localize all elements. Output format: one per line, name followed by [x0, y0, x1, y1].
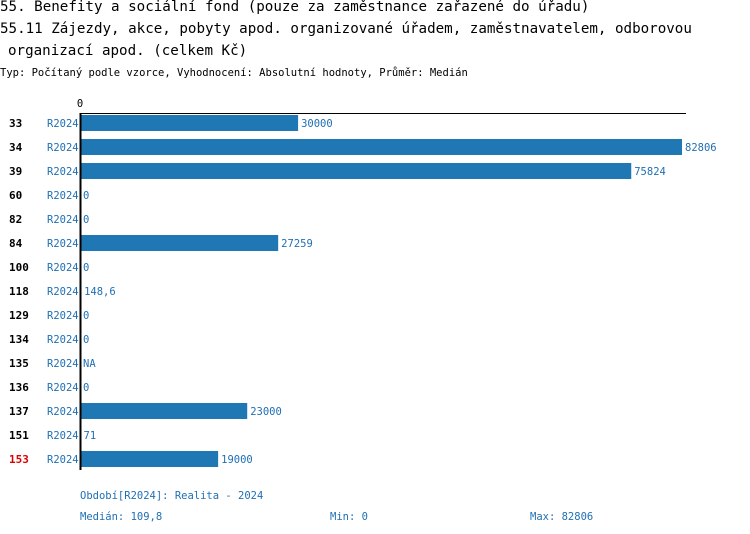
series-label: R2024	[47, 310, 79, 322]
data-label: 30000	[301, 118, 333, 130]
series-label: R2024	[47, 238, 79, 250]
bar	[80, 451, 219, 467]
data-label: NA	[83, 358, 96, 370]
series-label: R2024	[47, 358, 79, 370]
category-label: 84	[9, 237, 23, 250]
bar	[80, 115, 299, 131]
series-label: R2024	[47, 190, 79, 202]
data-label: 19000	[221, 454, 253, 466]
data-label: 82806	[685, 142, 717, 154]
category-label: 153	[9, 453, 29, 466]
series-label: R2024	[47, 454, 79, 466]
series-label: R2024	[47, 166, 79, 178]
category-label: 60	[9, 189, 22, 202]
series-label: R2024	[47, 118, 79, 130]
data-label: 0	[83, 310, 89, 322]
period-label: Období[R2024]: Realita - 2024	[80, 490, 264, 502]
max-stat: Max: 82806	[530, 511, 594, 523]
data-label: 0	[83, 190, 89, 202]
category-label: 33	[9, 117, 22, 130]
data-label: 0	[83, 214, 89, 226]
category-label: 82	[9, 213, 22, 226]
chart-subtitle: Typ: Počítaný podle vzorce, Vyhodnocení:…	[0, 67, 468, 79]
data-label: 0	[83, 334, 89, 346]
series-label: R2024	[47, 214, 79, 226]
bar	[80, 235, 279, 251]
bar	[80, 403, 248, 419]
category-label: 137	[9, 405, 29, 418]
median-stat: Medián: 109,8	[80, 511, 163, 523]
bar	[80, 139, 682, 155]
category-label: 135	[9, 357, 29, 370]
category-label: 151	[9, 429, 29, 442]
series-label: R2024	[47, 334, 79, 346]
min-stat: Min: 0	[330, 511, 368, 523]
category-label: 129	[9, 309, 29, 322]
category-label: 39	[9, 165, 22, 178]
series-label: R2024	[47, 382, 79, 394]
x-tick-label: 0	[77, 98, 83, 110]
category-label: 34	[9, 141, 23, 154]
category-label: 100	[9, 261, 29, 274]
series-label: R2024	[47, 430, 79, 442]
data-label: 75824	[634, 166, 666, 178]
series-label: R2024	[47, 142, 79, 154]
category-label: 118	[9, 285, 29, 298]
category-label: 136	[9, 381, 29, 394]
chart-title-line1: 55. Benefity a sociální fond (pouze za z…	[0, 0, 590, 15]
data-label: 23000	[250, 406, 282, 418]
data-label: 0	[83, 262, 89, 274]
series-label: R2024	[47, 406, 79, 418]
data-label: 148,6	[84, 286, 116, 298]
bar	[80, 163, 632, 179]
data-label: 0	[83, 382, 89, 394]
series-label: R2024	[47, 262, 79, 274]
chart-title-line3: organizací apod. (celkem Kč)	[8, 43, 248, 59]
category-label: 134	[9, 333, 29, 346]
data-label: 27259	[281, 238, 313, 250]
series-label: R2024	[47, 286, 79, 298]
data-label: 71	[84, 430, 97, 442]
chart-title-line2: 55.11 Zájezdy, akce, pobyty apod. organi…	[0, 21, 692, 37]
